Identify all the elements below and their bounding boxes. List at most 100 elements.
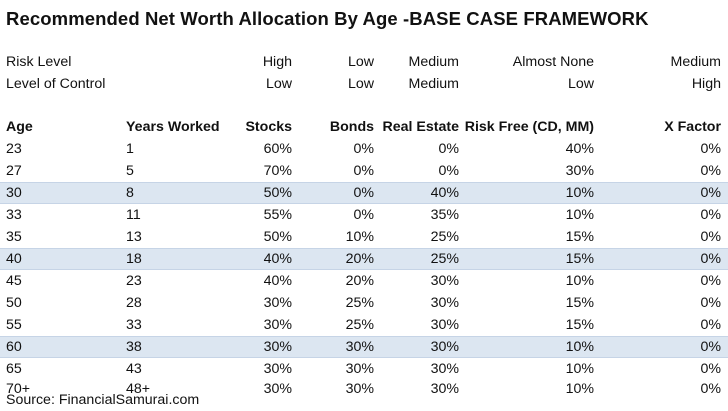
cell-stocks: 30%	[263, 381, 292, 397]
cell-risk-free: 10%	[565, 207, 594, 223]
table-row: 27 5 70% 0% 0% 30% 0%	[0, 160, 728, 182]
header-age: Age	[6, 119, 33, 135]
cell-risk-free: 15%	[565, 295, 594, 311]
cell-bonds: 25%	[345, 295, 374, 311]
cell-real-estate: 30%	[430, 339, 459, 355]
cell-age: 65	[6, 361, 22, 377]
cell-stocks: 30%	[263, 339, 292, 355]
cell-real-estate: 0%	[438, 163, 459, 179]
cell-x-factor: 0%	[700, 381, 721, 397]
cell-age: 45	[6, 273, 22, 289]
control-stocks: Low	[265, 76, 292, 92]
cell-stocks: 50%	[263, 229, 292, 245]
cell-x-factor: 0%	[700, 339, 721, 355]
cell-age: 27	[6, 163, 22, 179]
table-row: 35 13 50% 10% 25% 15% 0%	[0, 226, 728, 248]
page-title: Recommended Net Worth Allocation By Age …	[6, 8, 649, 29]
table-row: 65 43 30% 30% 30% 10% 0%	[0, 358, 728, 380]
cell-bonds: 20%	[345, 273, 374, 289]
cell-real-estate: 30%	[430, 317, 459, 333]
source-row: Source: FinancialSamurai.com	[0, 390, 728, 410]
level-of-control-row: Level of Control Low Low Medium Low High	[0, 73, 728, 95]
risk-level-bonds: Low	[347, 54, 374, 70]
cell-risk-free: 10%	[565, 273, 594, 289]
cell-bonds: 30%	[345, 361, 374, 377]
cell-x-factor: 0%	[700, 295, 721, 311]
cell-x-factor: 0%	[700, 185, 721, 201]
cell-risk-free: 10%	[565, 185, 594, 201]
cell-x-factor: 0%	[700, 361, 721, 377]
cell-age: 35	[6, 229, 22, 245]
cell-years-worked: 18	[126, 251, 142, 267]
cell-risk-free: 40%	[565, 141, 594, 157]
cell-bonds: 30%	[345, 339, 374, 355]
header-years-worked: Years Worked	[126, 119, 220, 135]
control-label: Level of Control	[6, 76, 106, 92]
risk-level-risk-free: Almost None	[512, 54, 594, 70]
cell-age: 23	[6, 141, 22, 157]
control-x-factor: High	[691, 76, 721, 92]
risk-level-x-factor: Medium	[670, 54, 721, 70]
cell-stocks: 40%	[263, 251, 292, 267]
cell-years-worked: 38	[126, 339, 142, 355]
cell-bonds: 0%	[353, 163, 374, 179]
cell-bonds: 0%	[353, 185, 374, 201]
cell-real-estate: 0%	[438, 141, 459, 157]
cell-age: 50	[6, 295, 22, 311]
cell-x-factor: 0%	[700, 229, 721, 245]
cell-age: 30	[6, 185, 22, 201]
cell-risk-free: 10%	[565, 381, 594, 397]
cell-risk-free: 15%	[565, 317, 594, 333]
control-real-estate: Medium	[408, 76, 459, 92]
cell-bonds: 0%	[353, 207, 374, 223]
cell-years-worked: 13	[126, 229, 142, 245]
cell-age: 40	[6, 251, 22, 267]
table-row-highlighted: 40 18 40% 20% 25% 15% 0%	[0, 248, 728, 270]
control-risk-free: Low	[567, 76, 594, 92]
cell-years-worked: 33	[126, 317, 142, 333]
cell-stocks: 30%	[263, 295, 292, 311]
table-row: 23 1 60% 0% 0% 40% 0%	[0, 138, 728, 160]
cell-real-estate: 30%	[430, 273, 459, 289]
cell-stocks: 55%	[263, 207, 292, 223]
source-caption: Source: FinancialSamurai.com	[6, 392, 200, 408]
cell-x-factor: 0%	[700, 207, 721, 223]
table-row: 50 28 30% 25% 30% 15% 0%	[0, 292, 728, 314]
cell-years-worked: 43	[126, 361, 142, 377]
cell-age: 70+	[6, 381, 31, 397]
cell-years-worked: 23	[126, 273, 142, 289]
cell-risk-free: 30%	[565, 163, 594, 179]
cell-age: 33	[6, 207, 22, 223]
cell-stocks: 40%	[263, 273, 292, 289]
cell-x-factor: 0%	[700, 141, 721, 157]
cell-years-worked: 8	[126, 185, 134, 201]
risk-level-row: Risk Level High Low Medium Almost None M…	[0, 51, 728, 73]
header-x-factor: X Factor	[664, 119, 721, 135]
cell-bonds: 20%	[345, 251, 374, 267]
cell-bonds: 25%	[345, 317, 374, 333]
cell-age: 60	[6, 339, 22, 355]
cell-stocks: 30%	[263, 317, 292, 333]
header-real-estate: Real Estate	[382, 119, 460, 135]
cell-real-estate: 25%	[430, 251, 459, 267]
cell-years-worked: 48+	[126, 381, 151, 397]
cell-stocks: 30%	[263, 361, 292, 377]
cell-stocks: 50%	[263, 185, 292, 201]
cell-real-estate: 40%	[430, 185, 459, 201]
risk-level-real-estate: Medium	[408, 54, 459, 70]
cell-stocks: 70%	[263, 163, 292, 179]
cell-x-factor: 0%	[700, 163, 721, 179]
cell-x-factor: 0%	[700, 273, 721, 289]
risk-level-label: Risk Level	[6, 54, 72, 70]
cell-risk-free: 15%	[565, 251, 594, 267]
cell-real-estate: 30%	[430, 361, 459, 377]
cell-stocks: 60%	[263, 141, 292, 157]
cell-risk-free: 10%	[565, 361, 594, 377]
table-row: 33 11 55% 0% 35% 10% 0%	[0, 204, 728, 226]
cell-x-factor: 0%	[700, 317, 721, 333]
cell-real-estate: 35%	[430, 207, 459, 223]
table-row: 45 23 40% 20% 30% 10% 0%	[0, 270, 728, 292]
control-bonds: Low	[347, 76, 374, 92]
cell-risk-free: 10%	[565, 339, 594, 355]
